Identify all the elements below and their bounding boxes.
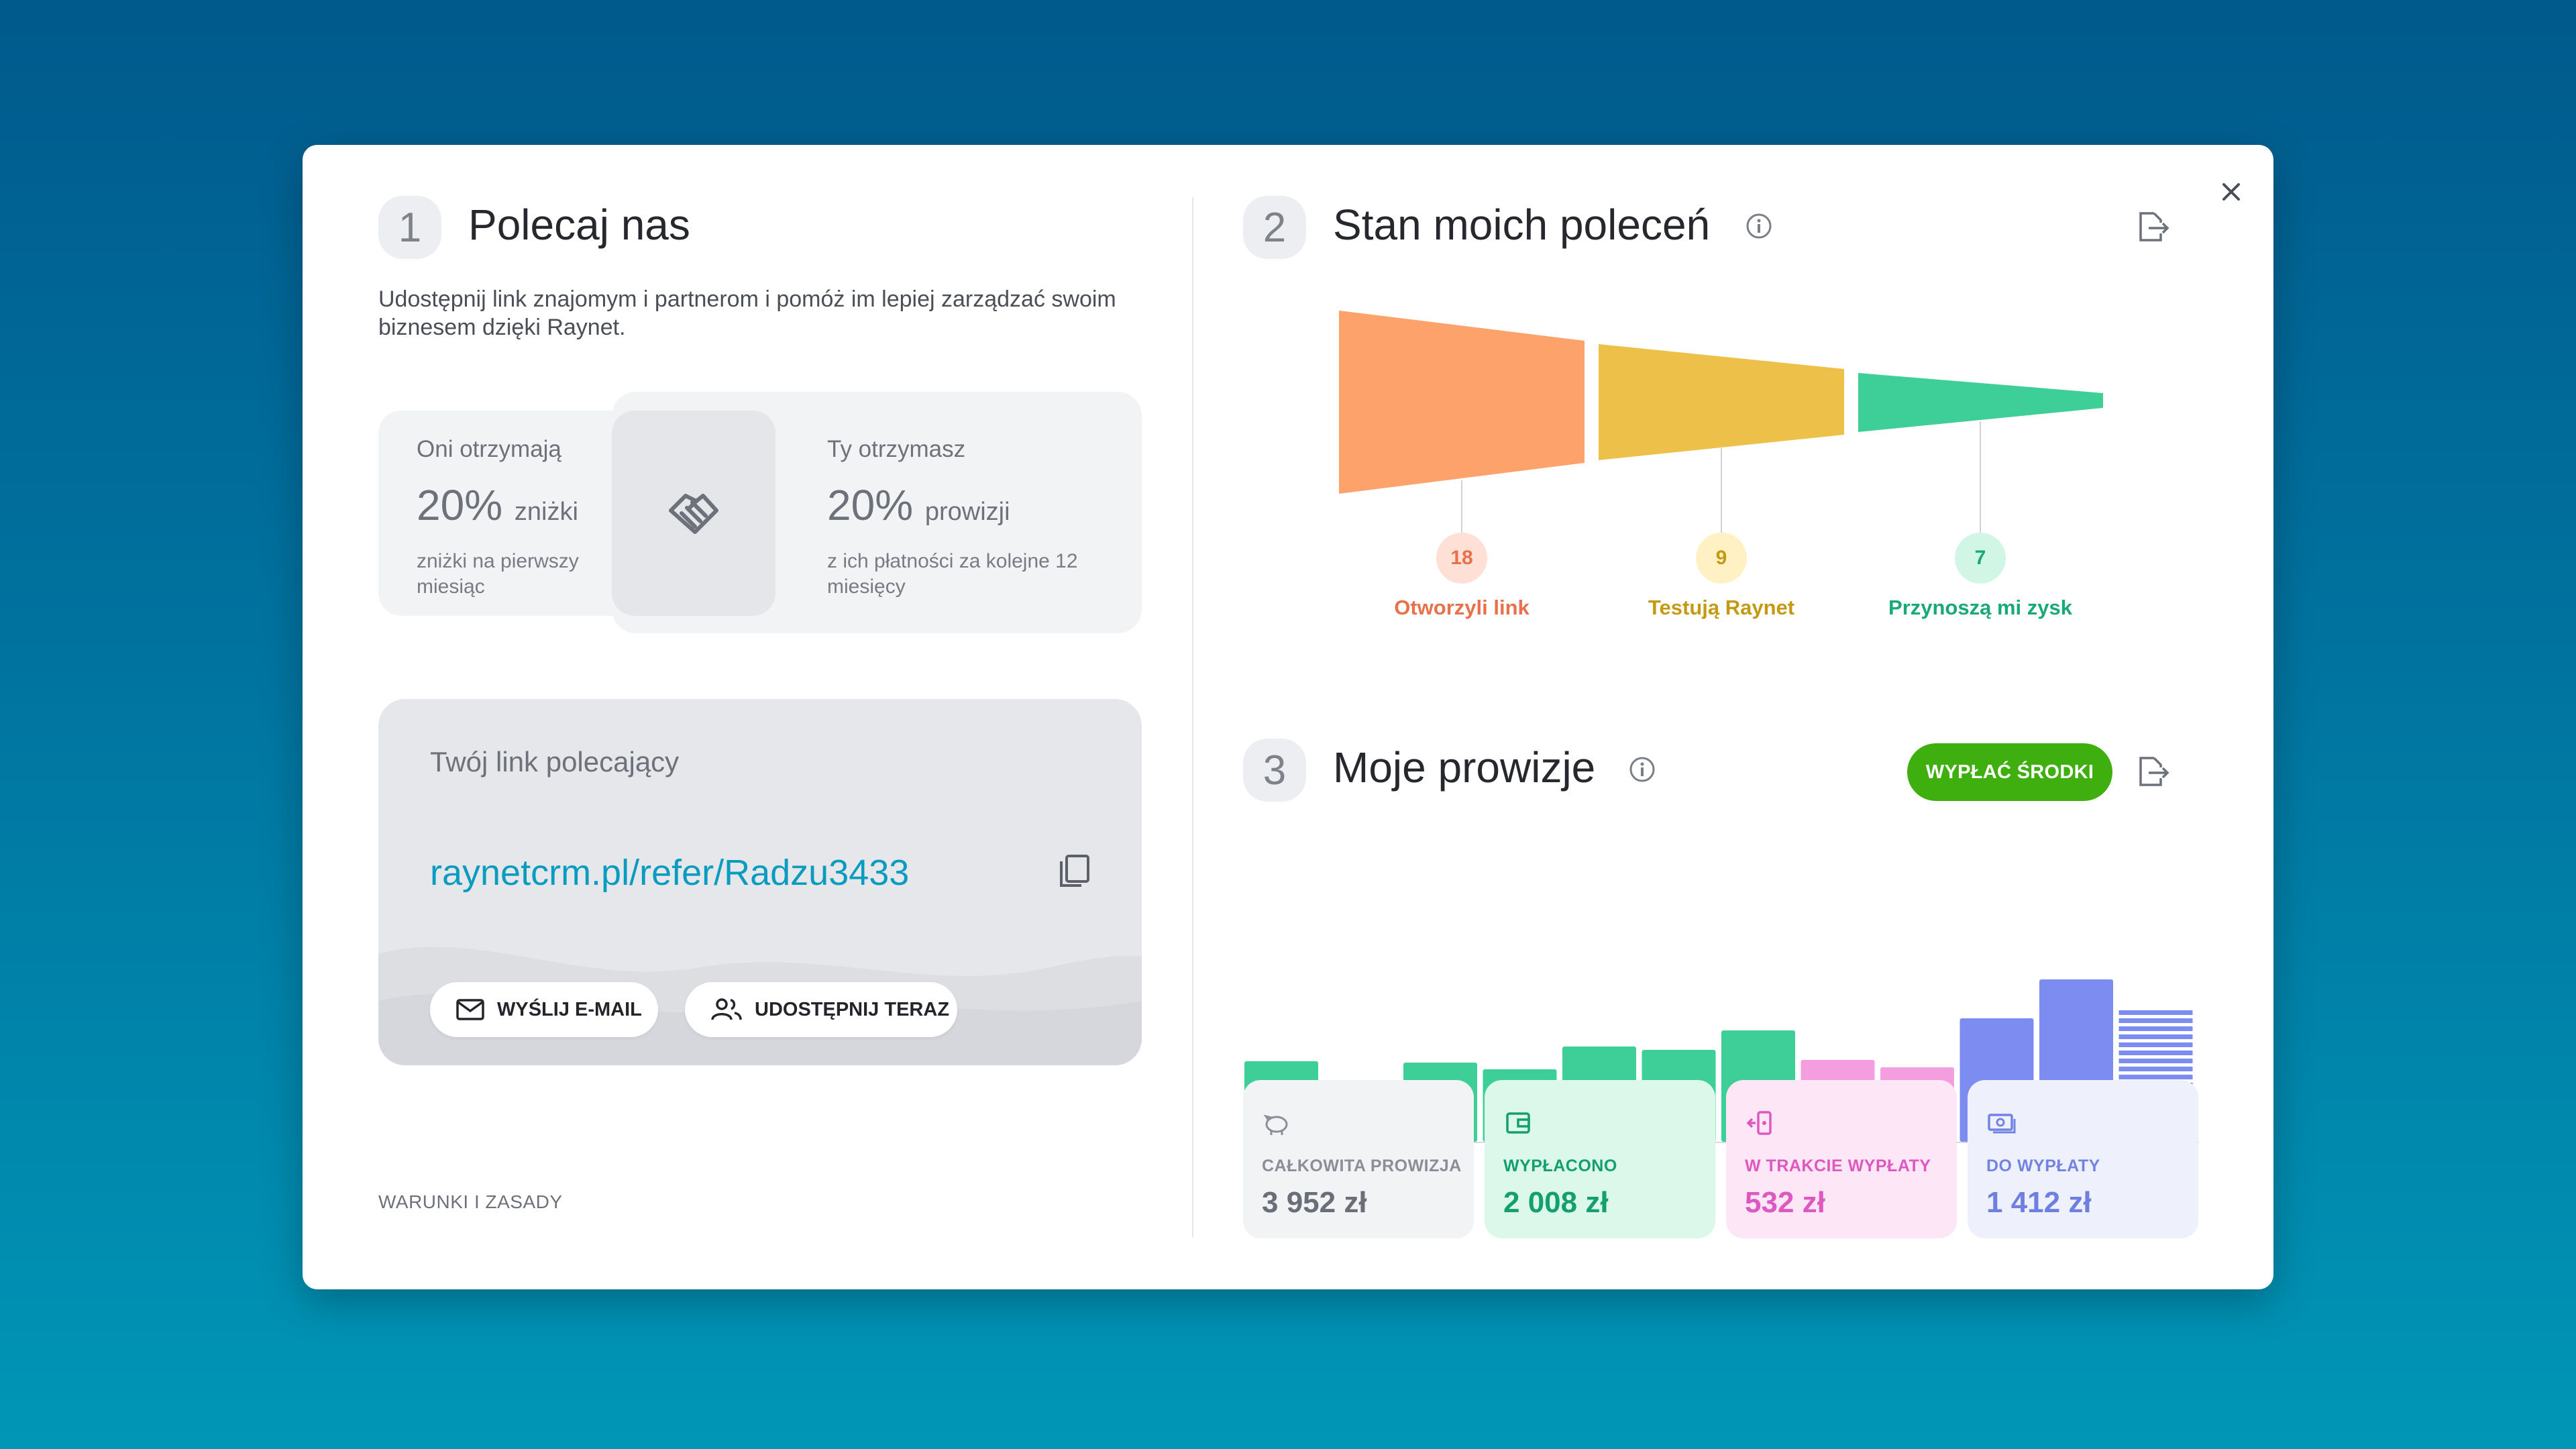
- banknote-icon: [1988, 1114, 2016, 1134]
- share-now-label: UDOSTĘPNIJ TERAZ: [755, 998, 950, 1020]
- step-number-3: 3: [1243, 739, 1306, 802]
- chart-bar-stripe: [2118, 1067, 2193, 1071]
- stat-label: CAŁKOWITA PROWIZJA: [1262, 1157, 1462, 1175]
- referral-modal: 1 Polecaj nas Udostępnij link znajomym i…: [303, 145, 2273, 1289]
- funnel-stage-label: Przynoszą mi zysk: [1888, 596, 2072, 619]
- section-divider: [1192, 197, 1193, 1237]
- section-title-referral: Polecaj nas: [468, 201, 690, 249]
- chart-bar-stripe: [2118, 1059, 2193, 1063]
- share-now-button[interactable]: UDOSTĘPNIJ TERAZ: [685, 982, 957, 1037]
- funnel-stage-label: Otworzyli link: [1394, 596, 1529, 619]
- close-icon[interactable]: [2211, 172, 2251, 212]
- chart-bar-stripe: [2118, 1042, 2193, 1047]
- they-get-value: 20% zniżki: [417, 481, 578, 529]
- transfer-icon: [1746, 1111, 1772, 1135]
- referral-description: Udostępnij link znajomym i partnerom i p…: [378, 286, 1116, 340]
- stat-value: 1 412 zł: [1986, 1186, 2092, 1219]
- funnel-stage-testing: [1599, 344, 1844, 460]
- chart-bar-stripe: [2118, 1034, 2193, 1039]
- referral-link-title: Twój link polecający: [430, 746, 680, 777]
- terms-link[interactable]: WARUNKI I ZASADY: [378, 1191, 563, 1212]
- funnel-stage-label: Testują Raynet: [1648, 596, 1795, 619]
- referral-link-card: Twój link polecający raynetcrm.pl/refer/…: [378, 699, 1142, 1065]
- info-icon[interactable]: [1628, 755, 1656, 784]
- funnel-count-badge: 18: [1436, 533, 1487, 584]
- you-get-note: z ich płatności za kolejne 12 miesięcy: [827, 550, 1078, 598]
- stat-label: W TRAKCIE WYPŁATY: [1745, 1157, 1931, 1175]
- chart-bar-stripe: [2118, 1010, 2193, 1015]
- export-icon[interactable]: [2134, 208, 2171, 246]
- you-get-heading: Ty otrzymasz: [827, 436, 966, 462]
- handshake-tile: [612, 411, 775, 616]
- funnel-count-badge: 7: [1955, 533, 2006, 584]
- stat-value: 3 952 zł: [1262, 1186, 1367, 1219]
- section-title-referral-status: Stan moich poleceń: [1333, 201, 1711, 249]
- piggy-bank-icon: [1263, 1114, 1288, 1135]
- referral-link[interactable]: raynetcrm.pl/refer/Radzu3433: [430, 853, 910, 893]
- mail-icon: [456, 999, 484, 1020]
- stat-label: DO WYPŁATY: [1986, 1157, 2100, 1175]
- send-email-label: WYŚLIJ E-MAIL: [497, 998, 642, 1020]
- commission-stat-card: DO WYPŁATY 1 412 zł: [1968, 1080, 2198, 1238]
- wallet-icon: [1506, 1112, 1530, 1134]
- people-icon: [711, 998, 742, 1020]
- chart-bar-stripe: [2118, 1051, 2193, 1055]
- referral-funnel: [1339, 311, 2103, 539]
- they-get-note: zniżki na pierwszy miesiąc: [417, 550, 579, 598]
- commission-stat-card: CAŁKOWITA PROWIZJA 3 952 zł: [1243, 1080, 1474, 1238]
- commission-stat-card: W TRAKCIE WYPŁATY 532 zł: [1726, 1080, 1957, 1238]
- info-icon[interactable]: [1745, 212, 1773, 240]
- stat-label: WYPŁACONO: [1503, 1157, 1617, 1175]
- step-number-1: 1: [378, 196, 441, 259]
- copy-icon[interactable]: [1055, 851, 1095, 891]
- export-icon[interactable]: [2134, 753, 2171, 790]
- funnel-stage-opened: [1339, 311, 1585, 494]
- chart-bar-stripe: [2118, 1026, 2193, 1031]
- send-email-button[interactable]: WYŚLIJ E-MAIL: [430, 982, 658, 1037]
- step-number-2: 2: [1243, 196, 1306, 259]
- chart-bar-stripe: [2118, 1075, 2193, 1079]
- commission-stat-card: WYPŁACONO 2 008 zł: [1485, 1080, 1715, 1238]
- they-get-heading: Oni otrzymają: [417, 436, 561, 462]
- withdraw-funds-button[interactable]: WYPŁAĆ ŚRODKI: [1907, 743, 2112, 801]
- stat-value: 2 008 zł: [1503, 1186, 1609, 1219]
- stat-value: 532 zł: [1745, 1186, 1825, 1219]
- handshake-icon: [669, 494, 718, 534]
- funnel-stage-profit: [1858, 373, 2103, 432]
- you-get-value: 20% prowizji: [827, 481, 1010, 529]
- chart-bar-stripe: [2118, 1018, 2193, 1023]
- funnel-count-badge: 9: [1696, 533, 1747, 584]
- section-title-commissions: Moje prowizje: [1333, 743, 1596, 792]
